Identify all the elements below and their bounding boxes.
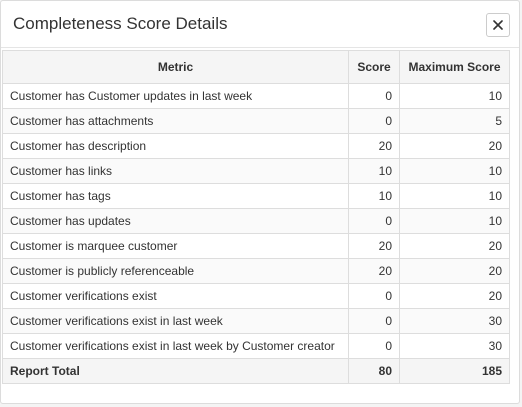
- score-cell: 0: [348, 308, 400, 334]
- metric-cell: Customer has links: [2, 158, 349, 184]
- table-row: Customer verifications exist in last wee…: [2, 333, 510, 359]
- dialog-header: Completeness Score Details: [1, 1, 519, 48]
- column-header-maximum-score: Maximum Score: [399, 50, 510, 84]
- score-cell: 20: [348, 233, 400, 259]
- report-total-score: 80: [348, 358, 400, 384]
- score-cell: 0: [348, 283, 400, 309]
- metric-cell: Customer has description: [2, 133, 349, 159]
- table-row: Customer has tags 10 10: [2, 183, 510, 209]
- score-cell: 10: [348, 183, 400, 209]
- table-header-row: Metric Score Maximum Score: [2, 50, 510, 84]
- metric-cell: Customer has tags: [2, 183, 349, 209]
- score-cell: 20: [348, 258, 400, 284]
- table-row: Customer is publicly referenceable 20 20: [2, 258, 510, 284]
- metric-cell: Customer has attachments: [2, 108, 349, 134]
- close-icon: [493, 20, 503, 30]
- report-total-row: Report Total 80 185: [2, 358, 510, 384]
- table-row: Customer is marquee customer 20 20: [2, 233, 510, 259]
- report-total-label: Report Total: [2, 358, 349, 384]
- score-cell: 0: [348, 83, 400, 109]
- close-button[interactable]: [486, 13, 510, 37]
- max-score-cell: 20: [399, 283, 510, 309]
- metric-cell: Customer has Customer updates in last we…: [2, 83, 349, 109]
- max-score-cell: 10: [399, 183, 510, 209]
- metric-cell: Customer is publicly referenceable: [2, 258, 349, 284]
- dialog-title: Completeness Score Details: [13, 14, 228, 33]
- report-total-max-score: 185: [399, 358, 510, 384]
- score-cell: 0: [348, 333, 400, 359]
- metric-cell: Customer has updates: [2, 208, 349, 234]
- max-score-cell: 10: [399, 208, 510, 234]
- score-cell: 20: [348, 133, 400, 159]
- table-row: Customer has Customer updates in last we…: [2, 83, 510, 109]
- max-score-cell: 10: [399, 158, 510, 184]
- score-cell: 0: [348, 108, 400, 134]
- score-cell: 10: [348, 158, 400, 184]
- table-row: Customer has links 10 10: [2, 158, 510, 184]
- table-body: Customer has Customer updates in last we…: [2, 83, 510, 359]
- metric-cell: Customer verifications exist in last wee…: [2, 333, 349, 359]
- max-score-cell: 30: [399, 308, 510, 334]
- max-score-cell: 5: [399, 108, 510, 134]
- column-header-score: Score: [348, 50, 400, 84]
- score-table: Metric Score Maximum Score Customer has …: [2, 50, 510, 384]
- table-row: Customer verifications exist 0 20: [2, 283, 510, 309]
- max-score-cell: 20: [399, 258, 510, 284]
- column-header-metric: Metric: [2, 50, 349, 84]
- metric-cell: Customer is marquee customer: [2, 233, 349, 259]
- table-row: Customer has attachments 0 5: [2, 108, 510, 134]
- table-row: Customer has description 20 20: [2, 133, 510, 159]
- metric-cell: Customer verifications exist: [2, 283, 349, 309]
- score-cell: 0: [348, 208, 400, 234]
- table-row: Customer verifications exist in last wee…: [2, 308, 510, 334]
- table-row: Customer has updates 0 10: [2, 208, 510, 234]
- max-score-cell: 20: [399, 233, 510, 259]
- metric-cell: Customer verifications exist in last wee…: [2, 308, 349, 334]
- max-score-cell: 20: [399, 133, 510, 159]
- max-score-cell: 30: [399, 333, 510, 359]
- score-table-container: Metric Score Maximum Score Customer has …: [2, 50, 510, 384]
- max-score-cell: 10: [399, 83, 510, 109]
